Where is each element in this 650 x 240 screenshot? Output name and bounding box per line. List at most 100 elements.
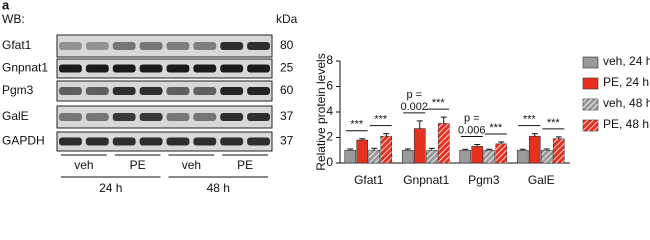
band [139,64,163,73]
y-tick-label: 2 [326,130,333,144]
band [59,137,82,146]
lane-label: PE [130,158,146,172]
band [193,42,217,50]
legend-hatch [583,99,598,110]
band [220,64,244,73]
significance-label: p = [464,112,480,124]
band [220,42,244,50]
kda-label: 37 [280,109,294,123]
blot-strip [56,34,273,58]
blot-strip [56,80,273,102]
bar-hatch [483,150,495,163]
western-blot: Gfat1 80 Gnpnat1 25 Pgm3 60 GalE 37 GAPDH 37 veh PE… [2,34,294,195]
bar-hatch [380,136,392,163]
bar [401,149,414,164]
band [220,113,244,121]
band [85,113,109,121]
blot-header: WB: [2,12,25,26]
band [59,87,82,95]
band [59,113,82,121]
band [59,64,82,73]
lane-label: veh [182,158,201,172]
kda-header: kDa [276,12,298,26]
x-tick-label: GalE [528,173,555,187]
bar-hatch [438,123,450,163]
band [166,64,190,73]
blot-strip [56,58,273,79]
significance-label: 0.002 [400,101,428,113]
band [112,87,136,95]
legend-label: veh, 48 h [603,96,650,110]
band [85,87,109,95]
y-tick-label: 8 [326,53,333,67]
significance-label: *** [523,114,537,126]
band [220,87,244,95]
band [166,137,190,146]
bar-hatch [553,138,565,163]
kda-label: 37 [280,134,294,148]
legend-swatch [582,56,599,69]
band [85,42,109,50]
lane-label: veh [74,158,93,172]
bar [413,128,426,164]
bar-hatch [368,150,380,163]
band [247,113,270,121]
bar [471,146,484,164]
significance-label: 0.006 [458,124,486,136]
bar-hatch [541,150,553,163]
band [166,113,190,121]
band [112,64,136,73]
band [85,64,109,73]
kda-label: 25 [280,61,294,75]
significance-label: *** [432,97,446,109]
kda-label: 80 [280,38,294,52]
bar [344,149,357,164]
band [220,137,244,146]
significance-label: *** [489,122,503,134]
y-axis-label: Relative protein levels [314,53,328,170]
significance-label: *** [547,117,561,129]
bar-hatch [426,150,438,163]
band [247,137,270,146]
protein-label: Gfat1 [2,38,32,52]
x-tick-label: Pgm3 [468,173,500,187]
protein-label: Gnpnat1 [2,61,48,75]
panel-label: a [2,0,10,12]
band [166,42,190,50]
protein-label: GalE [2,109,29,123]
bar-hatch [495,143,507,163]
protein-label: GAPDH [2,134,45,148]
band [112,42,136,50]
bar [356,139,369,164]
band [193,87,217,95]
significance-label: p = [406,89,422,101]
protein-label: Pgm3 [2,83,34,97]
band [139,137,163,146]
band [112,113,136,121]
band [247,64,270,73]
band [112,137,136,146]
band [193,64,217,73]
band [193,137,217,146]
y-tick-label: 0 [326,155,333,169]
band [85,137,109,146]
blot-strip [56,131,273,152]
x-tick-label: Gfat1 [354,173,384,187]
bar [516,149,529,164]
band [59,42,82,50]
legend-hatch [583,120,598,131]
timepoint-label: 48 h [207,181,230,195]
band [139,42,163,50]
blot-strip [56,105,273,129]
band [139,87,163,95]
band [247,87,270,95]
band [247,42,270,50]
band [166,87,190,95]
kda-label: 60 [280,83,294,97]
lane-label: PE [237,158,253,172]
legend-label: PE, 24 h [603,75,649,89]
y-tick-label: 6 [326,79,333,93]
y-tick-label: 4 [326,104,333,118]
